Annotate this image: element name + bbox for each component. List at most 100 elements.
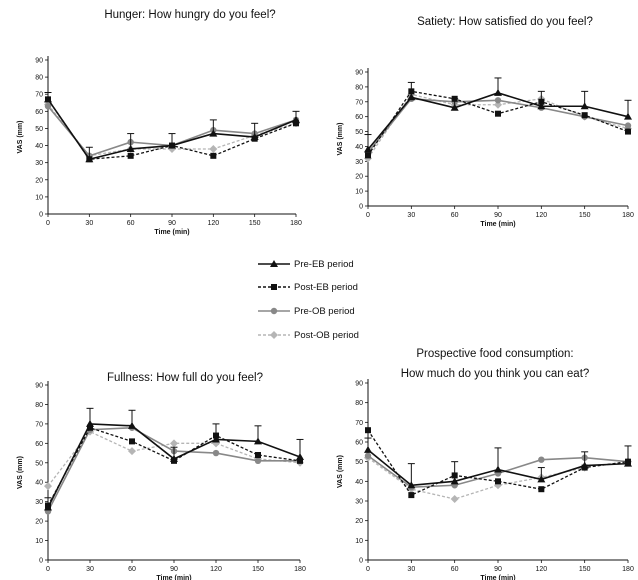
y-tick-label: 30 [355,159,363,166]
data-point [212,435,220,443]
y-tick-label: 40 [355,479,363,486]
y-tick-label: 60 [35,109,43,116]
data-point [494,97,502,104]
data-point [209,129,218,137]
y-axis-label: VAS (mm) [337,455,344,488]
y-tick-label: 10 [355,538,363,545]
data-point [495,110,501,117]
data-point [624,122,632,129]
data-point [450,103,459,111]
chart-title: How much do you think you can eat? [401,368,590,380]
data-point [170,454,178,462]
y-tick-label: 90 [355,70,363,77]
chart-title: Hunger: How hungry do you feel? [104,9,275,21]
data-point [126,144,135,152]
data-point [168,141,176,149]
x-tick-label: 120 [535,566,547,573]
data-point [494,88,502,96]
data-point [44,482,52,491]
y-tick-label: 60 [355,114,363,121]
series-pre-eb [44,407,304,511]
data-point [296,452,304,460]
x-tick-label: 30 [407,566,415,573]
y-tick-label: 60 [35,441,43,448]
data-point [624,459,632,467]
data-point [44,95,52,103]
x-tick-label: 60 [128,566,136,573]
data-point [210,152,217,159]
y-tick-label: 50 [355,129,363,136]
data-point [407,93,416,101]
y-axis-label: VAS (mm) [17,121,24,154]
chart-title: Prospective food consumption: [416,348,573,360]
y-tick-label: 10 [35,194,43,201]
prospective-consumption-panel: Prospective food consumption: How much do… [337,348,634,580]
legend-item-pre-ob: Pre-OB period [258,306,355,317]
data-point [127,152,134,159]
data-point [87,424,93,431]
y-tick-label: 50 [35,460,43,467]
y-tick-label: 20 [35,519,43,526]
x-tick-label: 120 [535,212,547,219]
data-point [450,495,459,504]
data-point [407,481,416,489]
y-tick-label: 40 [355,144,363,151]
x-tick-label: 150 [579,212,591,219]
y-tick-label: 80 [355,400,363,407]
y-tick-label: 60 [355,440,363,447]
y-tick-label: 80 [355,84,363,91]
y-tick-label: 80 [35,75,43,82]
y-axis-label: VAS (mm) [17,456,24,489]
x-tick-label: 0 [46,566,50,573]
y-tick-label: 0 [39,212,43,219]
x-tick-label: 90 [168,220,176,227]
y-axis-label: VAS (mm) [337,123,344,156]
x-tick-label: 90 [170,566,178,573]
legend-item-post-ob: Post-OB period [258,330,359,341]
x-tick-label: 90 [494,566,502,573]
data-point [128,447,136,456]
legend: Pre-EB period Post-EB period Pre-OB peri… [258,259,359,341]
data-point [86,419,94,427]
data-point [209,144,218,153]
data-point [494,465,502,473]
x-axis-label: Time (min) [154,229,189,236]
data-point [254,457,262,465]
legend-label-post-ob: Post-OB period [294,330,359,341]
legend-label-pre-eb: Pre-EB period [294,259,354,270]
y-tick-label: 30 [35,499,43,506]
series-pre-eb [364,437,632,489]
legend-label-post-eb: Post-EB period [294,282,358,293]
legend-label-pre-ob: Pre-OB period [294,306,355,317]
satiety-panel: Satiety: How satisfied do you feel? 0 10 20… [337,16,634,228]
chart-title: Fullness: How full do you feel? [107,372,263,384]
y-tick-label: 70 [355,420,363,427]
y-tick-label: 10 [35,538,43,545]
y-tick-label: 20 [355,174,363,181]
series-pre-eb [44,92,300,163]
y-tick-label: 90 [35,58,43,65]
y-tick-label: 90 [35,383,43,390]
data-point [297,457,303,464]
x-tick-label: 30 [86,566,94,573]
x-axis-label: Time (min) [480,575,515,580]
x-tick-label: 120 [207,220,219,227]
x-tick-label: 180 [622,566,634,573]
chart-title: Satiety: How satisfied do you feel? [417,16,593,28]
x-tick-label: 120 [210,566,222,573]
x-tick-label: 60 [127,220,135,227]
x-tick-label: 30 [407,212,415,219]
y-tick-label: 30 [35,160,43,167]
data-point [364,452,372,459]
series-post-ob [44,100,300,160]
y-tick-label: 50 [35,126,43,133]
data-point [44,103,52,110]
data-point [364,145,372,153]
data-point [364,445,372,453]
data-point [408,492,415,499]
data-point [170,439,178,448]
x-axis-label: Time (min) [156,575,191,580]
data-point [254,437,262,445]
y-tick-label: 50 [355,459,363,466]
